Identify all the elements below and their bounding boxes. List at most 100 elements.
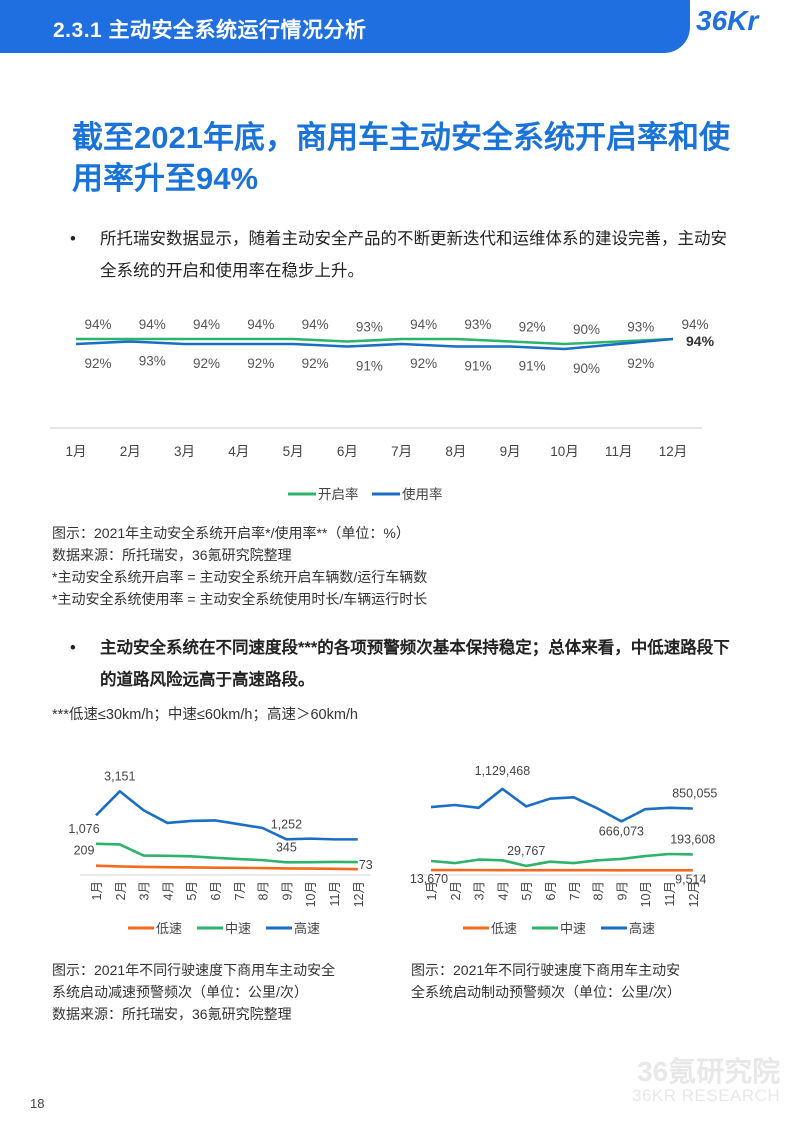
data-label: 9,514 xyxy=(675,872,706,886)
caption-line: *主动安全系统开启率 = 主动安全系统开启车辆数/运行车辆数 xyxy=(52,569,428,585)
page-headline: 截至2021年底，商用车主动安全系统开启率和使用率升至94% xyxy=(72,120,730,196)
x-tick-label: 3月 xyxy=(174,444,195,459)
x-tick-label: 9月 xyxy=(615,881,629,900)
legend-label: 中速 xyxy=(560,921,586,936)
x-tick-label: 10月 xyxy=(304,881,318,907)
section-header-bar: 2.3.1 主动安全系统运行情况分析 xyxy=(0,0,690,53)
data-label: 91% xyxy=(464,359,491,374)
x-tick-label: 9月 xyxy=(280,881,294,900)
x-tick-label: 4月 xyxy=(228,444,249,459)
bullet-text: 主动安全系统在不同速度段***的各项预警频次基本保持稳定；总体来看，中低速路段下… xyxy=(100,639,730,689)
data-label: 92% xyxy=(302,356,329,371)
caption-line: 图示：2021年不同行驶速度下商用车主动安 xyxy=(411,962,681,978)
data-label: 93% xyxy=(464,317,491,332)
x-tick-label: 2月 xyxy=(120,444,141,459)
series-line-高速 xyxy=(430,787,693,823)
x-tick-label: 10月 xyxy=(639,881,653,907)
data-label: 92% xyxy=(627,356,654,371)
x-tick-label: 7月 xyxy=(568,881,582,900)
legend-label: 中速 xyxy=(225,921,251,936)
legend-label: 高速 xyxy=(629,921,655,936)
series-line-使用率 xyxy=(75,337,674,351)
x-tick-label: 8月 xyxy=(445,444,466,459)
data-label: 90% xyxy=(573,361,600,376)
x-tick-label: 10月 xyxy=(550,444,579,459)
caption-line: 数据来源：所托瑞安，36氪研究院整理 xyxy=(52,1006,292,1022)
data-label: 13,670 xyxy=(410,872,448,886)
data-label: 345 xyxy=(276,840,297,854)
data-label: 209 xyxy=(74,844,95,858)
x-tick-label: 12月 xyxy=(687,881,701,907)
chart2-caption: 图示：2021年不同行驶速度下商用车主动安全 系统启动减速预警频次（单位：公里/… xyxy=(52,959,335,1025)
watermark: 36氪研究院 36KR RESEARCH xyxy=(632,1057,780,1105)
chart3-caption: 图示：2021年不同行驶速度下商用车主动安 全系统启动制动预警频次（单位：公里/… xyxy=(411,959,681,1003)
x-tick-label: 11月 xyxy=(605,444,633,459)
x-tick-label: 7月 xyxy=(233,881,247,900)
data-label: 91% xyxy=(519,359,546,374)
x-tick-label: 1月 xyxy=(65,444,86,459)
series-line-高速 xyxy=(95,789,358,841)
caption-line: *主动安全系统使用率 = 主动安全系统使用时长/车辆运行时长 xyxy=(52,591,428,607)
legend-label: 高速 xyxy=(294,921,320,936)
data-label: 93% xyxy=(356,320,383,335)
legend-label: 低速 xyxy=(156,921,182,936)
series-line-低速 xyxy=(95,864,358,871)
bullet-paragraph-2: • 主动安全系统在不同速度段***的各项预警频次基本保持稳定；总体来看，中低速路… xyxy=(70,632,740,696)
x-tick-label: 8月 xyxy=(257,881,271,900)
logo-text: 36Kr xyxy=(696,5,760,36)
speed-definition-note: ***低速≤30km/h；中速≤60km/h；高速＞60km/h xyxy=(52,707,358,723)
data-label: 92% xyxy=(193,356,220,371)
x-tick-label: 8月 xyxy=(592,881,606,900)
caption-line: 数据来源：所托瑞安，36氪研究院整理 xyxy=(52,547,292,563)
x-tick-label: 1月 xyxy=(425,881,439,900)
data-label: 1,129,468 xyxy=(475,764,531,778)
data-label: 90% xyxy=(573,322,600,337)
data-label: 94% xyxy=(193,317,220,332)
data-label: 850,055 xyxy=(672,786,717,800)
data-label: 73 xyxy=(359,858,373,872)
legend-label: 低速 xyxy=(491,921,517,936)
data-label: 1,252 xyxy=(271,817,302,831)
x-tick-label: 6月 xyxy=(337,444,358,459)
x-tick-label: 5月 xyxy=(520,881,534,900)
caption-line: 图示：2021年不同行驶速度下商用车主动安全 xyxy=(52,962,336,978)
data-label: 94% xyxy=(302,317,329,332)
x-tick-label: 4月 xyxy=(161,881,175,900)
data-label: 94% xyxy=(681,317,708,332)
x-tick-label: 3月 xyxy=(138,881,152,900)
data-label: 92% xyxy=(519,320,546,335)
data-label: 94% xyxy=(84,317,111,332)
data-label: 3,151 xyxy=(104,769,135,783)
series-line-中速 xyxy=(95,842,358,864)
final-value-label: 94% xyxy=(686,333,715,349)
x-tick-label: 12月 xyxy=(352,881,366,907)
36kr-logo: 36Kr xyxy=(696,5,760,36)
x-tick-label: 11月 xyxy=(663,881,677,906)
data-label: 94% xyxy=(139,317,166,332)
data-label: 29,767 xyxy=(507,844,545,858)
chart-brake-warning-line: 1月 2月 3月 4月 5月 6月 7月 8月 9月 10月 11月 12月 1,129,468 666,… xyxy=(410,764,718,936)
data-label: 94% xyxy=(247,317,274,332)
caption-line: 系统启动减速预警频次（单位：公里/次） xyxy=(52,984,308,1000)
bullet-text: 所托瑞安数据显示，随着主动安全产品的不断更新迭代和运维体系的建设完善，主动安全系… xyxy=(100,230,727,280)
x-tick-label: 3月 xyxy=(473,881,487,900)
caption-line: 全系统启动制动预警频次（单位：公里/次） xyxy=(411,984,681,1000)
bullet-paragraph-1: • 所托瑞安数据显示，随着主动安全产品的不断更新迭代和运维体系的建设完善，主动安… xyxy=(70,223,740,287)
x-tick-label: 5月 xyxy=(283,444,304,459)
data-label: 91% xyxy=(356,359,383,374)
x-tick-label: 2月 xyxy=(449,881,463,900)
watermark-line2: 36KR RESEARCH xyxy=(632,1086,781,1105)
data-label: 666,073 xyxy=(599,824,644,838)
x-tick-label: 7月 xyxy=(391,444,412,459)
x-tick-label: 12月 xyxy=(659,444,688,459)
x-tick-label: 1月 xyxy=(90,881,104,900)
x-tick-label: 11月 xyxy=(328,881,342,906)
chart-decel-warning-line: 1月 2月 3月 4月 5月 6月 7月 8月 9月 10月 11月 12月 3,151 1,076 209… xyxy=(68,769,373,936)
data-label: 193,608 xyxy=(670,832,715,846)
data-label: 94% xyxy=(410,317,437,332)
x-tick-label: 6月 xyxy=(209,881,223,900)
bullet-dot: • xyxy=(70,639,76,657)
legend-label: 开启率 xyxy=(318,486,359,502)
series-line-中速 xyxy=(430,852,693,868)
data-label: 1,076 xyxy=(68,822,99,836)
